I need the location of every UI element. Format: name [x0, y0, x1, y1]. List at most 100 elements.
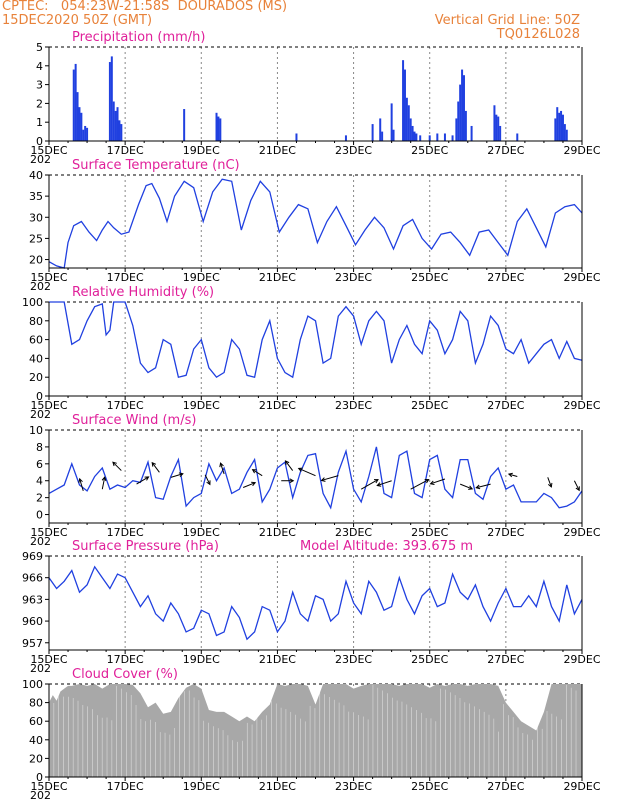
wind-arrow-head — [429, 480, 435, 486]
x-tick-label: 21DEC — [259, 399, 296, 412]
precip-bar — [118, 120, 121, 141]
wind-arrow — [242, 482, 256, 488]
y-tick-label: 0 — [36, 771, 43, 784]
wind-arrow-head — [78, 477, 83, 483]
precip-bar — [493, 105, 496, 141]
precip-bar — [112, 101, 115, 141]
wind-arrow — [410, 479, 429, 490]
precip-bar — [457, 101, 460, 141]
precip-bar — [76, 92, 79, 141]
y-tick-label: 0 — [36, 509, 43, 522]
wind-arrow-head — [373, 479, 379, 484]
wind-arrow — [377, 480, 392, 487]
x-tick-label: 27DEC — [487, 526, 524, 539]
precip-bar — [219, 118, 222, 141]
precip-bar — [392, 129, 395, 141]
panel-temp: 20 25 30 35 40 15DEC 17DEC 19DEC 21DEC 23DEC 25DEC… — [29, 158, 601, 293]
y-tick-label: 10 — [29, 424, 43, 437]
x-tick-label: 15DEC — [30, 144, 67, 157]
x-tick-label: 29DEC — [563, 271, 600, 284]
wind-arrow — [151, 462, 160, 473]
precip-bar — [217, 116, 220, 141]
panel-title: Surface Wind (m/s) — [72, 413, 196, 428]
precip-bar — [116, 107, 119, 141]
wind-arrow-head — [547, 482, 553, 488]
y-tick-label: 957 — [22, 637, 43, 650]
precip-bar — [110, 56, 113, 141]
y-tick-label: 1 — [36, 116, 43, 129]
y-tick-label: 963 — [22, 593, 43, 606]
wind-arrow-head — [178, 472, 184, 477]
wind-arrow-head — [320, 477, 326, 482]
x-tick-label: 25DEC — [411, 653, 448, 666]
wind-arrow-head — [468, 485, 474, 490]
wind-arrow-head — [297, 467, 303, 472]
wind-arrow-head — [251, 481, 257, 487]
header-station: CPTEC: 054:23W-21:58S DOURADOS (MS) — [2, 0, 288, 14]
wind-arrow-head — [251, 469, 257, 474]
precip-bar — [459, 84, 462, 141]
wind-arrow — [220, 463, 225, 475]
wind-arrow — [508, 473, 518, 477]
x-year-label: 202 — [30, 535, 51, 548]
x-tick-label: 19DEC — [183, 271, 220, 284]
x-tick-label: 19DEC — [183, 780, 220, 793]
precip-bar — [78, 107, 81, 141]
panel-precip: 0 1 2 3 4 5 15DEC 17DEC 19DEC 21DEC 23DEC 25DEC 27DE… — [30, 30, 601, 166]
x-tick-label: 15DEC — [30, 653, 67, 666]
precip-bar — [415, 133, 418, 141]
wind-arrow — [170, 473, 183, 478]
precip-bar — [470, 125, 473, 141]
precip-bar — [411, 125, 414, 141]
wind-arrow-head — [289, 478, 295, 484]
x-tick-label: 17DEC — [107, 144, 144, 157]
precip-bar — [464, 110, 467, 141]
panel-title: Relative Humidity (%) — [72, 285, 214, 300]
precip-bar — [84, 125, 87, 141]
wind-arrow-head — [507, 472, 513, 478]
precip-bar — [497, 116, 500, 141]
wind-arrow — [112, 461, 122, 471]
x-tick-label: 23DEC — [335, 526, 372, 539]
y-tick-label: 20 — [29, 371, 43, 384]
y-tick-label: 969 — [22, 550, 43, 563]
y-tick-label: 40 — [29, 352, 43, 365]
x-tick-label: 25DEC — [411, 526, 448, 539]
y-tick-label: 6 — [36, 458, 43, 471]
y-tick-label: 20 — [29, 752, 43, 765]
x-tick-label: 17DEC — [107, 780, 144, 793]
precip-bar — [495, 114, 498, 141]
header-run-time: 15DEC2020 50Z (GMT) — [2, 13, 153, 28]
wind-arrow-head — [475, 484, 481, 490]
x-tick-label: 25DEC — [411, 399, 448, 412]
panel-title: Surface Pressure (hPa) — [72, 539, 219, 554]
x-tick-label: 29DEC — [563, 526, 600, 539]
y-tick-label: 960 — [22, 615, 43, 628]
panel-rh: 0 20 40 60 80 100 15DEC 17DEC 19DEC 21DEC 23DEC 25D… — [22, 285, 601, 421]
x-tick-label: 23DEC — [335, 399, 372, 412]
temp-line — [48, 178, 583, 269]
y-tick-label: 100 — [22, 296, 43, 309]
precip-bar — [114, 110, 117, 141]
wind-arrow — [459, 483, 473, 490]
wind-arrow-head — [575, 486, 580, 492]
precip-bar — [381, 131, 384, 141]
y-tick-label: 4 — [36, 475, 43, 488]
x-tick-label: 25DEC — [411, 271, 448, 284]
wind-arrow — [360, 479, 379, 490]
precip-bar — [405, 97, 408, 141]
x-tick-label: 21DEC — [259, 653, 296, 666]
x-tick-label: 17DEC — [107, 526, 144, 539]
x-tick-label: 27DEC — [487, 271, 524, 284]
precip-bar — [554, 118, 557, 141]
y-tick-label: 80 — [29, 697, 43, 710]
wind-arrow-head — [424, 479, 430, 484]
x-tick-label: 21DEC — [259, 526, 296, 539]
y-tick-label: 2 — [36, 97, 43, 110]
precip-bar — [402, 60, 405, 141]
x-tick-label: 27DEC — [487, 144, 524, 157]
y-tick-label: 30 — [29, 211, 43, 224]
y-tick-label: 4 — [36, 60, 43, 73]
y-tick-label: 80 — [29, 315, 43, 328]
